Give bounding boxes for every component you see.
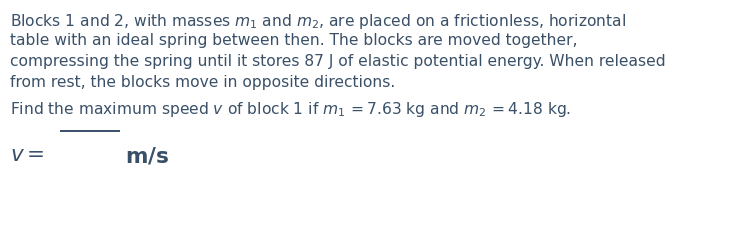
Text: table with an ideal spring between then. The blocks are moved together,: table with an ideal spring between then.…: [10, 33, 578, 48]
Text: from rest, the blocks move in opposite directions.: from rest, the blocks move in opposite d…: [10, 75, 396, 90]
Text: Blocks 1 and 2, with masses $m_1$ and $m_2$, are placed on a frictionless, horiz: Blocks 1 and 2, with masses $m_1$ and $m…: [10, 12, 626, 31]
Text: $\mathbf{m/s}$: $\mathbf{m/s}$: [125, 145, 169, 166]
Text: Find the maximum speed $v$ of block 1 if $m_1\, =7.63$ kg and $m_2\, =4.18$ kg.: Find the maximum speed $v$ of block 1 if…: [10, 100, 572, 119]
Text: $v =$: $v =$: [10, 145, 44, 165]
Text: compressing the spring until it stores 87 J of elastic potential energy. When re: compressing the spring until it stores 8…: [10, 54, 666, 69]
